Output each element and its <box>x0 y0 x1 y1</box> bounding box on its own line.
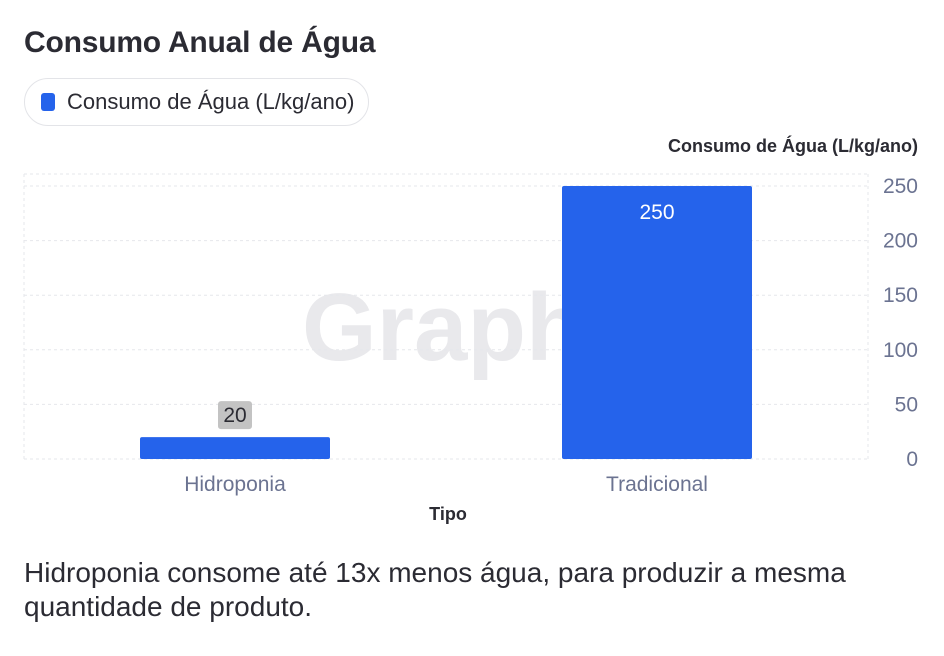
x-axis: Hidroponia Tradicional <box>184 473 708 496</box>
y-axis: 0 50 100 150 200 250 <box>883 175 918 471</box>
gridlines <box>23 173 869 460</box>
x-category-label: Tradicional <box>606 473 708 496</box>
y-tick-label: 50 <box>895 393 918 416</box>
chart-title: Consumo Anual de Água <box>24 26 376 59</box>
data-label: 250 <box>639 201 674 224</box>
bars <box>140 186 752 459</box>
legend[interactable]: Consumo de Água (L/kg/ano) <box>24 78 370 126</box>
y-tick-label: 100 <box>883 339 918 362</box>
y-tick-label: 200 <box>883 230 918 253</box>
y-tick-label: 0 <box>906 448 918 471</box>
legend-swatch <box>41 93 55 111</box>
y-tick-label: 250 <box>883 175 918 198</box>
data-label-background <box>218 401 252 430</box>
y-tick-label: 150 <box>883 284 918 307</box>
bar-hidroponia[interactable] <box>140 437 330 459</box>
x-category-label: Hidroponia <box>184 473 286 496</box>
x-axis-title: Tipo <box>429 504 467 524</box>
chart-note: Hidroponia consome até 13x menos água, p… <box>24 557 846 622</box>
legend-label: Consumo de Água (L/kg/ano) <box>67 89 355 114</box>
y-axis-title: Consumo de Água (L/kg/ano) <box>668 135 918 156</box>
data-label: 20 <box>223 404 246 427</box>
bar-tradicional[interactable] <box>562 186 752 459</box>
data-labels: 20 250 <box>218 201 675 430</box>
